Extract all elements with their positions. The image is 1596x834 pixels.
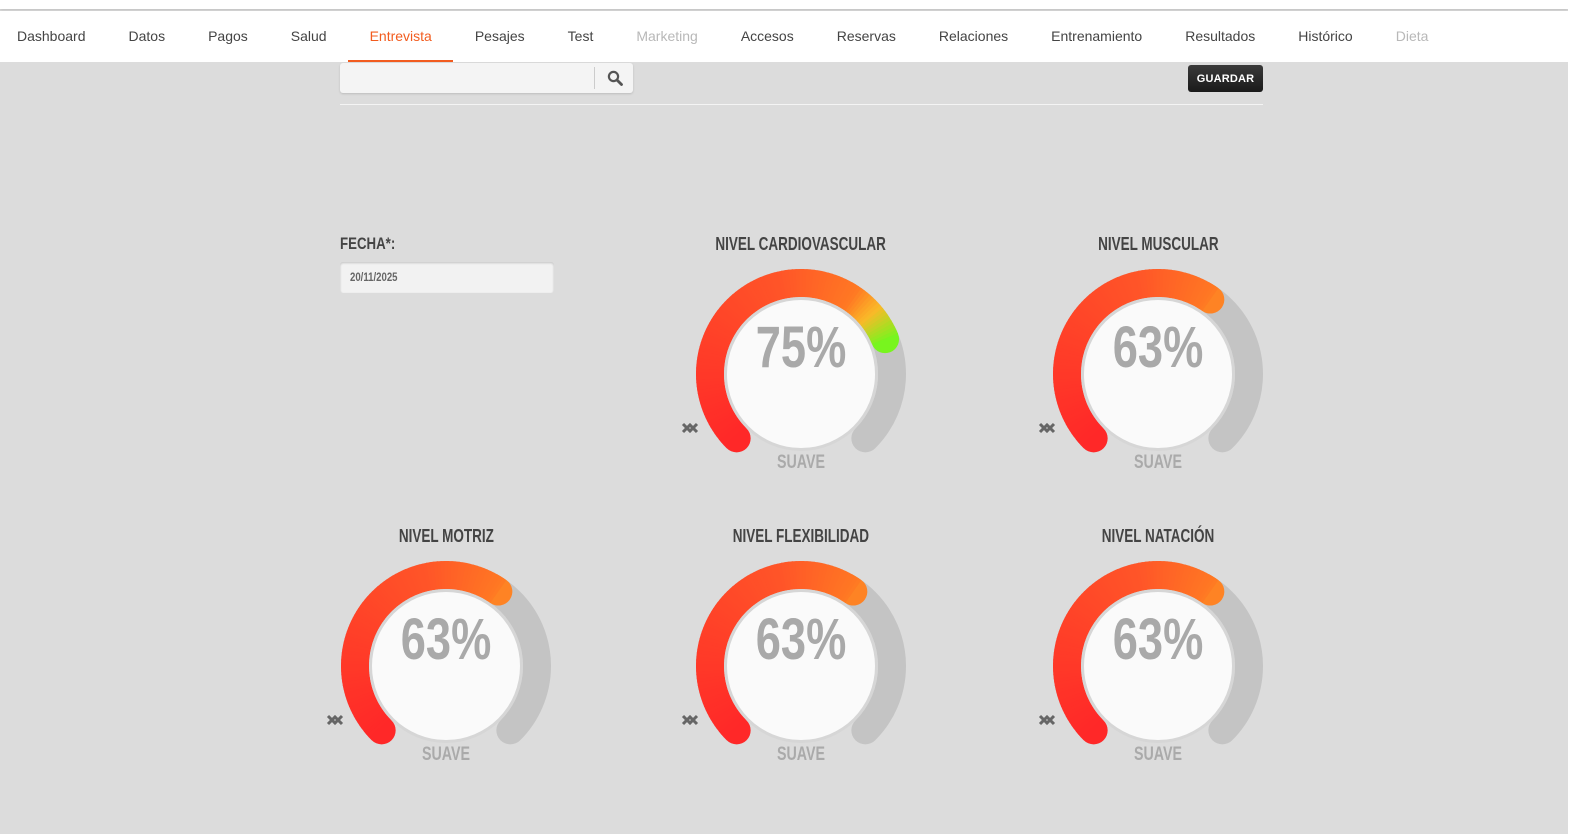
gauge-title: NIVEL MOTRIZ bbox=[398, 526, 494, 546]
gauge-face bbox=[727, 300, 875, 448]
increase-button[interactable] bbox=[681, 402, 791, 434]
tab-accesos[interactable]: Accesos bbox=[740, 28, 794, 44]
search-input[interactable] bbox=[340, 63, 606, 93]
scrollbar-gutter[interactable] bbox=[1568, 0, 1596, 834]
gauge-fill-segment bbox=[842, 577, 862, 604]
gauge-dial bbox=[1053, 269, 1263, 453]
gauge-percent: 63% bbox=[400, 607, 492, 672]
decrease-button[interactable] bbox=[681, 694, 831, 726]
date-field[interactable]: 20/11/2025 bbox=[340, 262, 554, 293]
gauge-face bbox=[1084, 592, 1232, 740]
chevron-down-icon bbox=[1038, 714, 1056, 726]
chevron-up-icon bbox=[1038, 422, 1056, 434]
gauge-mode: SUAVE bbox=[776, 744, 826, 765]
tab-pagos[interactable]: Pagos bbox=[208, 28, 248, 44]
chevron-up-icon bbox=[681, 422, 699, 434]
gauge-title: NIVEL MUSCULAR bbox=[1097, 234, 1219, 254]
date-value: 20/11/2025 bbox=[350, 270, 398, 284]
chevron-down-icon bbox=[1038, 422, 1056, 434]
gauge-percent: 63% bbox=[755, 607, 847, 672]
tab-resultados[interactable]: Resultados bbox=[1185, 28, 1256, 44]
gauge-title: NIVEL CARDIOVASCULAR bbox=[715, 234, 887, 254]
gauge-face bbox=[372, 592, 520, 740]
gauge-nivel-motriz: NIVEL MOTRIZ 63% SUAVE bbox=[326, 526, 566, 806]
tab-entrevista[interactable]: Entrevista bbox=[348, 11, 454, 62]
gauge-nivel-cardiovascular: NIVEL CARDIOVASCULAR 75% SUAVE bbox=[681, 234, 921, 514]
gauge-title: NIVEL NATACIÓN bbox=[1101, 526, 1215, 546]
gauge-nivel-muscular: NIVEL MUSCULAR 63% SUAVE bbox=[1038, 234, 1278, 514]
chevron-down-icon bbox=[681, 422, 699, 434]
tab-test[interactable]: Test bbox=[567, 28, 594, 44]
tab-historico[interactable]: Histórico bbox=[1298, 28, 1353, 44]
chevron-up-icon bbox=[1038, 714, 1056, 726]
gauge-nivel-flexibilidad: NIVEL FLEXIBILIDAD 63% SUAVE bbox=[681, 526, 921, 806]
divider bbox=[340, 104, 1263, 105]
decrease-button[interactable] bbox=[681, 402, 831, 434]
tab-dashboard[interactable]: Dashboard bbox=[17, 28, 86, 44]
decrease-button[interactable] bbox=[1038, 694, 1188, 726]
gauge-title: NIVEL FLEXIBILIDAD bbox=[732, 526, 870, 546]
increase-button[interactable] bbox=[326, 694, 436, 726]
search-button[interactable] bbox=[596, 63, 633, 93]
gauge-fill-segment bbox=[1199, 285, 1219, 312]
gauge-dial bbox=[1053, 561, 1263, 745]
increase-button[interactable] bbox=[1038, 694, 1148, 726]
save-button[interactable]: GUARDAR bbox=[1188, 65, 1263, 92]
tab-reservas[interactable]: Reservas bbox=[836, 28, 896, 44]
gauge-fill-segment bbox=[487, 577, 507, 604]
increase-button[interactable] bbox=[681, 694, 791, 726]
gauge-dial bbox=[696, 561, 906, 745]
decrease-button[interactable] bbox=[326, 694, 476, 726]
search-icon bbox=[607, 70, 623, 86]
gauge-dial bbox=[696, 269, 906, 453]
tab-dieta[interactable]: Dieta bbox=[1395, 28, 1429, 44]
tab-pesajes[interactable]: Pesajes bbox=[474, 28, 525, 44]
gauge-nivel-natacion: NIVEL NATACIÓN 63% SUAVE bbox=[1038, 526, 1278, 806]
gauge-mode: SUAVE bbox=[776, 452, 826, 473]
tab-relaciones[interactable]: Relaciones bbox=[938, 28, 1009, 44]
top-strip bbox=[0, 0, 1568, 9]
gauge-face bbox=[727, 592, 875, 740]
search-box bbox=[340, 63, 633, 93]
gauge-percent: 63% bbox=[1112, 607, 1204, 672]
tab-navigation: Dashboard Datos Pagos Salud Entrevista Pesaje… bbox=[0, 11, 1568, 62]
gauge-mode: SUAVE bbox=[421, 744, 471, 765]
chevron-up-icon bbox=[681, 714, 699, 726]
tab-entrenamiento[interactable]: Entrenamiento bbox=[1051, 28, 1143, 44]
gauge-dial bbox=[341, 561, 551, 745]
tab-salud[interactable]: Salud bbox=[290, 28, 327, 44]
decrease-button[interactable] bbox=[1038, 402, 1188, 434]
gauge-percent: 63% bbox=[1112, 315, 1204, 380]
gauge-mode: SUAVE bbox=[1133, 452, 1183, 473]
divider bbox=[594, 67, 595, 89]
gauge-mode: SUAVE bbox=[1133, 744, 1183, 765]
tab-marketing[interactable]: Marketing bbox=[636, 28, 698, 44]
increase-button[interactable] bbox=[1038, 402, 1148, 434]
chevron-down-icon bbox=[326, 714, 344, 726]
chevron-down-icon bbox=[681, 714, 699, 726]
chevron-up-icon bbox=[326, 714, 344, 726]
gauge-percent: 75% bbox=[755, 315, 847, 380]
tab-datos[interactable]: Datos bbox=[128, 28, 166, 44]
gauge-face bbox=[1084, 300, 1232, 448]
date-label: FECHA*: bbox=[340, 234, 396, 253]
gauge-fill-segment bbox=[1199, 577, 1219, 604]
